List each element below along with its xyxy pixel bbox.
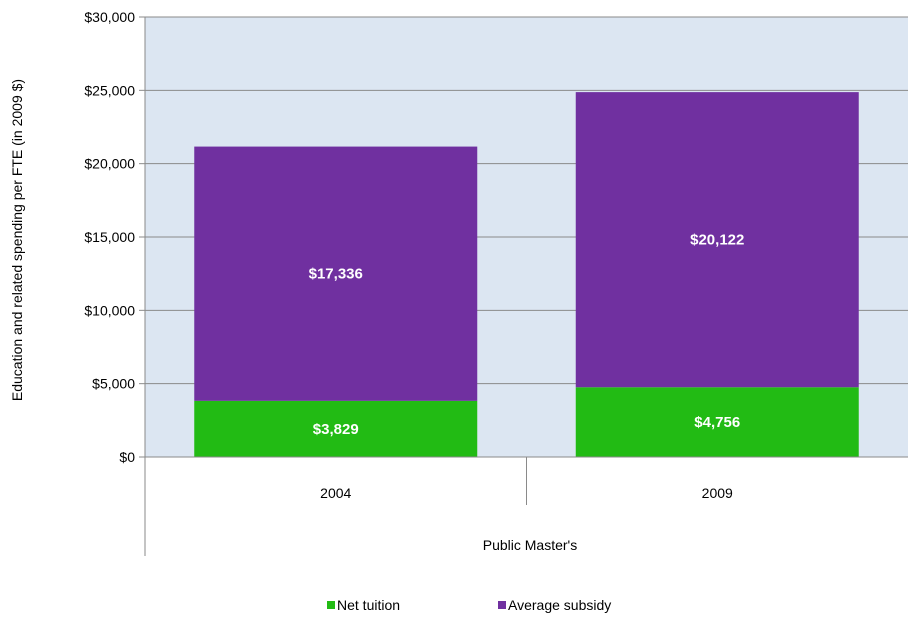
legend-swatch (327, 601, 335, 609)
y-tick-label: $20,000 (84, 156, 135, 172)
y-tick-label: $30,000 (84, 9, 135, 25)
x-group-label: Public Master's (483, 537, 577, 553)
data-label: $3,829 (313, 421, 359, 438)
bar-segment-average-subsidy (194, 146, 478, 401)
y-tick-label: $25,000 (84, 82, 135, 98)
data-label: $4,756 (694, 414, 740, 431)
legend: Net tuition Average subsidy (327, 597, 611, 613)
legend-label: Net tuition (337, 597, 400, 613)
x-category-label: 2004 (320, 485, 351, 501)
y-tick-label: $0 (119, 449, 135, 465)
axes: $0 $5,000 $10,000 $15,000 $20,000 $25,000 $30,… (84, 9, 908, 556)
bars: $3,829 $17,336 $4,756 $20,122 (194, 92, 859, 457)
data-label: $17,336 (309, 266, 363, 283)
x-category-label: 2009 (702, 485, 733, 501)
y-tick-label: $15,000 (84, 229, 135, 245)
bar-segment-net-tuition (194, 400, 478, 457)
data-label: $20,122 (690, 232, 744, 249)
legend-swatch (498, 601, 506, 609)
bar-segment-net-tuition (575, 387, 859, 457)
y-axis-title: Education and related spending per FTE (… (9, 79, 25, 401)
y-tick-label: $5,000 (92, 376, 135, 392)
legend-label: Average subsidy (508, 597, 611, 613)
y-tick-label: $10,000 (84, 302, 135, 318)
bar-segment-average-subsidy (575, 92, 859, 388)
